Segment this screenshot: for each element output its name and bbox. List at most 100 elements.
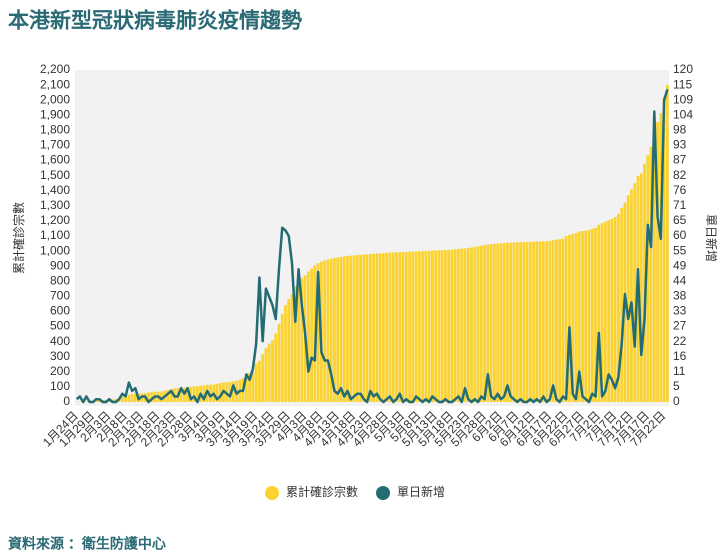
bar xyxy=(460,248,464,402)
bar xyxy=(470,247,473,402)
bar xyxy=(652,130,656,402)
y-tick-label: 1,800 xyxy=(40,123,70,137)
bar xyxy=(476,246,480,402)
bar xyxy=(447,249,451,402)
source: 資料來源 ：衛生防護中心 xyxy=(8,536,166,552)
y2-tick-label: 55 xyxy=(673,243,687,257)
y2-tick-label: 120 xyxy=(673,62,693,76)
y2-tick-label: 71 xyxy=(673,198,687,212)
bar xyxy=(277,323,281,402)
y2-tick-label: 60 xyxy=(673,228,687,242)
y-tick-label: 700 xyxy=(50,289,70,303)
bar xyxy=(355,255,359,402)
bar xyxy=(643,163,646,402)
bar xyxy=(610,218,614,402)
bar xyxy=(231,381,235,402)
y2-tick-label: 82 xyxy=(673,168,687,182)
bar xyxy=(368,254,372,402)
bar xyxy=(515,242,519,402)
y2-tick-label: 87 xyxy=(673,153,687,167)
bar xyxy=(248,373,251,402)
bar xyxy=(499,243,503,402)
y-tick-label: 0 xyxy=(63,394,70,408)
bar xyxy=(372,253,376,402)
bar xyxy=(349,255,353,402)
bar xyxy=(577,231,581,402)
bar xyxy=(339,256,343,402)
bar xyxy=(388,252,392,402)
bar xyxy=(130,394,134,402)
bar xyxy=(342,256,346,402)
bar xyxy=(378,253,382,402)
bar xyxy=(274,333,278,402)
bar xyxy=(427,250,431,402)
bar xyxy=(506,242,509,402)
bar xyxy=(479,245,483,402)
bar xyxy=(160,391,163,402)
bar xyxy=(584,230,588,402)
y2-tick-label: 11 xyxy=(673,364,686,378)
bar xyxy=(417,251,421,402)
bar xyxy=(264,348,268,402)
bar xyxy=(209,384,212,402)
bar xyxy=(538,241,542,402)
y-tick-label: 400 xyxy=(50,334,70,348)
bar xyxy=(258,360,261,402)
y-tick-label: 300 xyxy=(50,349,70,363)
bar xyxy=(457,248,460,402)
bar xyxy=(590,228,594,402)
bar xyxy=(489,244,493,402)
bar xyxy=(630,189,633,402)
bar xyxy=(127,394,131,402)
y-tick-label: 1,500 xyxy=(40,168,70,182)
bar xyxy=(434,250,438,402)
bar xyxy=(522,242,526,402)
bar xyxy=(287,299,291,402)
bar xyxy=(613,216,617,402)
bar xyxy=(493,243,496,402)
bar xyxy=(600,223,604,402)
y2-tick-label: 93 xyxy=(673,138,687,152)
y2-tick-label: 65 xyxy=(673,213,687,227)
bar xyxy=(597,224,601,402)
bar xyxy=(437,250,441,402)
bar xyxy=(120,396,124,402)
bar xyxy=(466,248,470,402)
y-tick-label: 500 xyxy=(50,319,70,333)
y2-tick-label: 27 xyxy=(673,319,687,333)
bar xyxy=(218,382,222,402)
bar xyxy=(525,242,529,402)
bar xyxy=(310,268,313,402)
y-tick-label: 1,400 xyxy=(40,183,70,197)
bar xyxy=(196,386,199,402)
bar xyxy=(385,252,389,402)
bar xyxy=(411,251,415,402)
bar xyxy=(228,381,232,402)
bar xyxy=(323,260,327,402)
bar xyxy=(649,146,653,402)
bar xyxy=(548,240,552,402)
bar xyxy=(352,255,356,402)
bar xyxy=(545,241,548,402)
y2-tick-label: 98 xyxy=(673,123,687,137)
bar xyxy=(382,253,385,402)
y-tick-label: 600 xyxy=(50,304,70,318)
bar xyxy=(535,241,539,402)
bar xyxy=(169,389,173,402)
y-tick-label: 1,300 xyxy=(40,198,70,212)
bar xyxy=(192,386,196,402)
bar xyxy=(483,245,486,402)
legend-swatch xyxy=(265,486,279,500)
bar xyxy=(147,392,150,402)
y2-tick-label: 115 xyxy=(673,77,692,91)
bar xyxy=(244,376,248,402)
bar xyxy=(150,392,154,402)
y-tick-label: 2,000 xyxy=(40,92,70,106)
bar xyxy=(404,251,408,402)
y2-tick-label: 49 xyxy=(673,258,687,272)
y-tick-label: 800 xyxy=(50,273,70,287)
bar xyxy=(656,122,659,403)
bar xyxy=(639,173,643,402)
bar xyxy=(424,250,428,402)
line xyxy=(75,89,669,404)
